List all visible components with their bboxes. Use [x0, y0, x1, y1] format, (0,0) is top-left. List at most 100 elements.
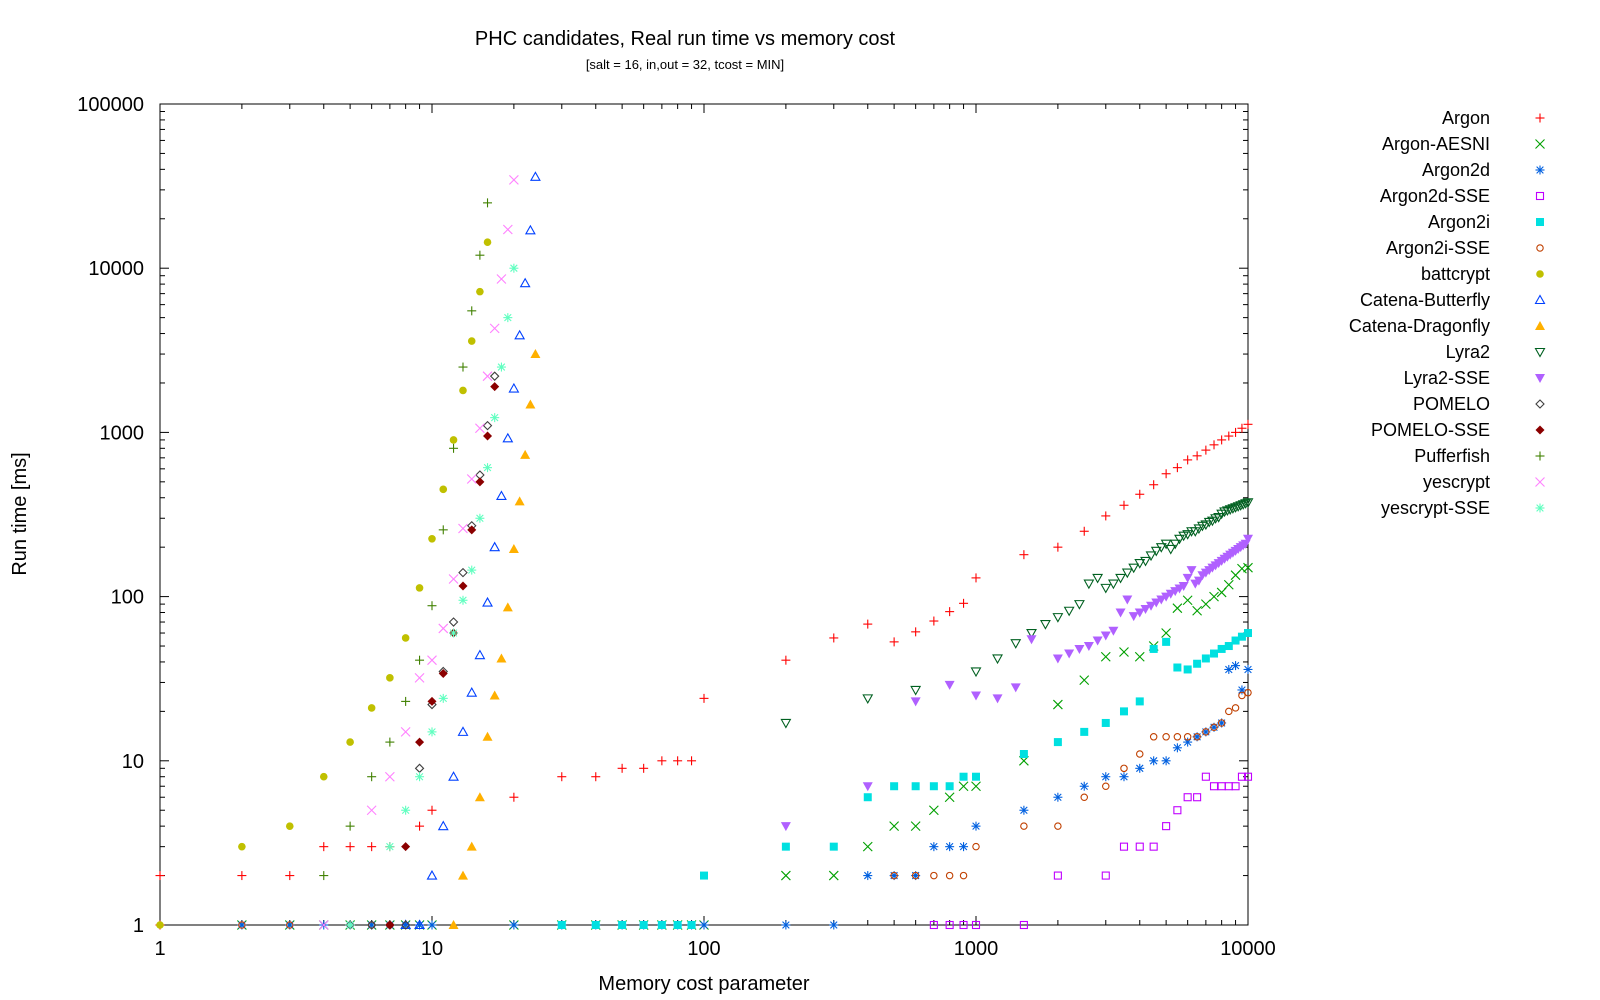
data-point-argon2d-sse [1224, 782, 1233, 791]
data-point-pomelo [366, 920, 377, 930]
data-point-argon2i [863, 793, 872, 802]
data-point-lyra2 [1121, 568, 1133, 579]
data-point-argon2d [509, 920, 519, 930]
data-point-argon2i-sse [1080, 793, 1088, 801]
data-point-argon2d-sse [971, 920, 981, 930]
legend-marker [1535, 503, 1545, 513]
legend-marker [1535, 321, 1545, 330]
data-point-lyra2 [1145, 551, 1157, 562]
data-point-argon2d-sse [1173, 806, 1182, 815]
legend-label: Argon [1442, 108, 1490, 128]
data-point-pufferfish [458, 362, 468, 372]
data-point-argon [829, 633, 839, 643]
data-point-lyra2 [1235, 501, 1247, 511]
data-point-lyra2-sse [1140, 605, 1151, 615]
series-pufferfish [319, 198, 493, 881]
series-catena-dragonfly [448, 349, 541, 929]
data-point-yescrypt-sse [467, 565, 477, 575]
data-point-argon2i [639, 921, 648, 929]
data-point-lyra2-sse [1151, 598, 1162, 608]
legend-marker [1535, 425, 1545, 435]
data-point-lyra2 [1100, 583, 1112, 594]
data-point-battcrypt [428, 534, 436, 543]
data-point-argon2d [1161, 756, 1171, 766]
data-point-argon-aesni [1237, 563, 1247, 574]
data-point-lyra2 [1242, 498, 1254, 508]
series-argon2i [557, 629, 1252, 929]
data-point-lyra2 [1083, 579, 1095, 590]
data-point-battcrypt [156, 921, 164, 929]
data-point-argon2i [1217, 644, 1226, 653]
data-point-argon-aesni [889, 821, 900, 832]
data-point-lyra2 [1227, 504, 1239, 514]
data-point-catena-dragonfly [466, 841, 477, 851]
data-point-argon [557, 772, 567, 782]
legend-marker [1535, 139, 1545, 149]
data-point-pomelo-sse [385, 920, 395, 930]
data-point-pufferfish [345, 821, 355, 831]
legend-marker [1535, 477, 1545, 487]
plot-frame [159, 103, 1249, 926]
data-point-argon2i [890, 782, 899, 791]
data-point-yescrypt [448, 574, 459, 584]
data-points [155, 171, 1254, 930]
data-point-argon2i [911, 782, 920, 791]
data-point-argon2d-sse [959, 920, 968, 930]
legend-label: battcrypt [1421, 264, 1490, 284]
legend-label: Argon2d-SSE [1380, 186, 1490, 206]
data-point-lyra2 [1182, 530, 1194, 540]
data-point-lyra2 [1174, 534, 1185, 545]
series-battcrypt [156, 238, 492, 929]
data-point-catena-dragonfly [502, 602, 513, 612]
data-point-argon2i-sse [1231, 704, 1240, 712]
data-point-argon [1172, 463, 1182, 473]
data-point-lyra2 [1219, 507, 1230, 518]
data-point-pomelo-sse [475, 477, 485, 487]
data-point-argon [971, 573, 981, 583]
data-point-catena-butterfly [514, 329, 526, 340]
series-yescrypt [318, 175, 519, 930]
data-point-lyra2 [1134, 559, 1146, 569]
data-point-lyra2-sse [1074, 644, 1085, 654]
data-point-argon2d [829, 920, 839, 930]
data-point-argon [617, 763, 627, 773]
series-lyra2-sse [780, 534, 1253, 832]
legend-item-argon2i-sse: Argon2i-SSE [1386, 238, 1544, 258]
data-point-battcrypt [483, 238, 492, 246]
data-point-catena-dragonfly [508, 543, 519, 553]
data-point-catena-butterfly [466, 687, 478, 697]
data-point-yescrypt [438, 623, 449, 634]
data-point-lyra2 [1221, 506, 1233, 517]
data-point-lyra2 [1237, 500, 1249, 510]
data-point-argon2i-sse [1193, 733, 1201, 741]
legend-marker [1536, 218, 1544, 226]
data-point-argon2d-sse [1183, 793, 1192, 802]
legend-label: yescrypt-SSE [1381, 498, 1490, 518]
data-point-pomelo-sse [467, 525, 477, 535]
legend-label: Argon2d [1422, 160, 1490, 180]
data-point-catena-butterfly [508, 382, 520, 393]
data-point-argon2d [959, 842, 969, 852]
data-point-argon [1019, 550, 1029, 560]
legend-marker [1535, 113, 1545, 123]
data-point-battcrypt [238, 842, 246, 851]
data-point-argon2i-sse [1120, 764, 1128, 773]
data-point-argon-aesni [971, 781, 981, 792]
data-point-catena-dragonfly [457, 870, 468, 880]
data-point-lyra2-sse [1186, 566, 1197, 576]
data-point-argon2i [829, 842, 838, 851]
data-point-pomelo-sse [401, 842, 411, 852]
data-point-yescrypt-sse [483, 463, 493, 473]
legend-marker [1534, 294, 1546, 305]
data-point-argon2i-sse [959, 871, 968, 880]
legend-item-pufferfish: Pufferfish [1414, 446, 1545, 466]
data-point-lyra2-sse [910, 697, 921, 707]
data-point-yescrypt [466, 474, 477, 484]
data-point-argon2d [1149, 756, 1159, 766]
data-point-yescrypt [318, 920, 329, 930]
data-point-argon-aesni [944, 792, 955, 803]
data-point-argon2i-sse [930, 871, 938, 880]
data-point-lyra2 [1107, 579, 1119, 590]
data-point-pomelo-sse [438, 669, 448, 679]
series-pomelo-sse [385, 382, 500, 930]
